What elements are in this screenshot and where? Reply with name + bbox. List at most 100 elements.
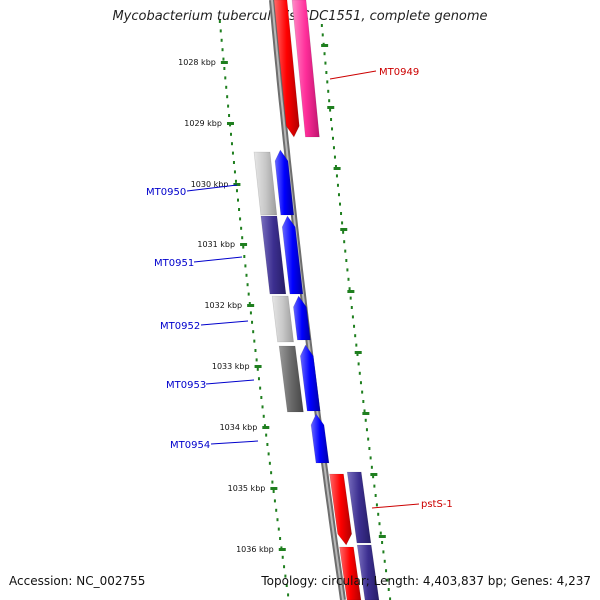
gene-feature-lightgray	[253, 151, 278, 216]
ruler-dot	[349, 296, 352, 300]
ruler-dot	[220, 38, 223, 42]
ruler-dot	[354, 334, 357, 338]
tick-mark	[321, 44, 329, 47]
tick-mark	[226, 122, 234, 125]
ruler-dot	[271, 480, 274, 484]
gene-labels: MT0949 MT0950 MT0951 MT0952 MT0953 MT0954 pstS…	[146, 67, 453, 510]
ruler-dot	[260, 396, 263, 399]
tick-mark	[220, 61, 228, 64]
ruler-dot	[253, 339, 256, 343]
ruler-dot	[259, 386, 262, 390]
ruler-dot	[230, 142, 233, 146]
tick-mark	[254, 365, 262, 368]
ruler-dot	[385, 569, 388, 573]
ruler-dot	[386, 578, 389, 582]
gene-feature-blue	[281, 215, 304, 295]
tick-mark	[240, 243, 248, 246]
ruler-dot	[368, 447, 371, 450]
ruler-dot	[276, 518, 279, 522]
ruler-dot	[326, 80, 329, 84]
ruler-dot	[284, 574, 287, 578]
ruler-dot	[255, 358, 258, 362]
tick-mark	[333, 167, 341, 170]
gene-feature-red	[273, 0, 300, 138]
ruler-dot	[270, 471, 273, 475]
ruler-dot	[330, 118, 333, 121]
ruler-dot	[261, 405, 264, 409]
ruler-dot	[365, 428, 368, 432]
tick-label: 1028 kbp	[178, 58, 216, 67]
ruler-dot	[364, 418, 367, 422]
ruler-dot	[234, 179, 237, 183]
gene-feature-darkgray	[278, 345, 304, 413]
ruler-dot	[381, 541, 384, 544]
ruler-dot	[263, 424, 266, 428]
gene-label-mt0951: MT0951	[154, 258, 194, 269]
ruler-dot	[324, 61, 327, 65]
ruler-dot	[233, 170, 236, 174]
ruler-dot	[375, 503, 378, 507]
ruler-dot	[321, 33, 324, 37]
ruler-dot	[329, 108, 332, 112]
ruler-dot	[227, 104, 230, 108]
ruler-dot	[279, 537, 282, 540]
ruler-dot	[378, 522, 381, 526]
ruler-dot	[243, 255, 246, 258]
ruler-dot	[277, 527, 280, 531]
ruler-dot	[340, 212, 343, 215]
ruler-dot	[231, 151, 234, 155]
ruler-dot	[244, 264, 247, 268]
gene-feature-pink	[291, 0, 320, 138]
ruler-dot	[225, 85, 228, 89]
ruler-dot	[361, 390, 364, 394]
tick-mark	[233, 183, 241, 186]
ruler-dot	[246, 283, 249, 287]
ruler-dot	[337, 193, 340, 197]
ruler-dot	[341, 221, 344, 225]
ruler-dot	[268, 461, 271, 465]
tick-mark	[247, 304, 255, 307]
ruler-dot	[332, 146, 335, 150]
ruler-dot	[266, 443, 269, 446]
ruler-dot	[356, 353, 359, 356]
ruler-dot	[256, 367, 259, 371]
label-leader-line	[371, 503, 420, 509]
tick-label: 1035 kbp	[228, 484, 266, 493]
tick-mark	[270, 487, 278, 490]
gene-label-mt0949: MT0949	[379, 67, 419, 78]
ruler-dot	[350, 306, 353, 309]
ruler-dot	[374, 494, 377, 497]
ruler-dot	[235, 189, 238, 193]
ruler-dot	[342, 230, 345, 234]
ruler-dot	[373, 484, 376, 488]
ruler-dot	[348, 287, 351, 291]
ruler-dot	[355, 343, 358, 347]
ruler-dot	[362, 400, 365, 403]
ruler-dot	[251, 320, 254, 324]
tick-label: 1031 kbp	[197, 240, 235, 249]
ruler-dot	[389, 597, 392, 600]
ruler-dot	[367, 437, 370, 441]
ruler-dot	[254, 349, 257, 352]
ruler-dot	[339, 202, 342, 206]
ruler-dot	[379, 531, 382, 535]
tick-mark	[378, 535, 386, 538]
ruler-dot	[223, 67, 226, 70]
ruler-dot	[262, 414, 265, 418]
ruler-dot	[377, 512, 380, 516]
ruler-dot	[245, 273, 248, 277]
genome-summary-text: Topology: circular; Length: 4,403,837 bp…	[261, 574, 591, 588]
tick-label: 1033 kbp	[212, 362, 250, 371]
ruler-dot	[265, 433, 268, 437]
ruler-dot	[221, 48, 224, 52]
tick-label: 1036 kbp	[236, 545, 274, 554]
ruler-dot	[222, 57, 225, 61]
tick-mark	[370, 473, 378, 476]
label-leader-line	[193, 256, 243, 263]
ruler-dot	[335, 174, 338, 178]
label-leader-line	[186, 184, 238, 192]
ruler-dot	[387, 588, 390, 591]
ruler-dot	[369, 456, 372, 460]
ruler-dot	[238, 208, 241, 211]
tick-label: 1030 kbp	[191, 180, 229, 189]
